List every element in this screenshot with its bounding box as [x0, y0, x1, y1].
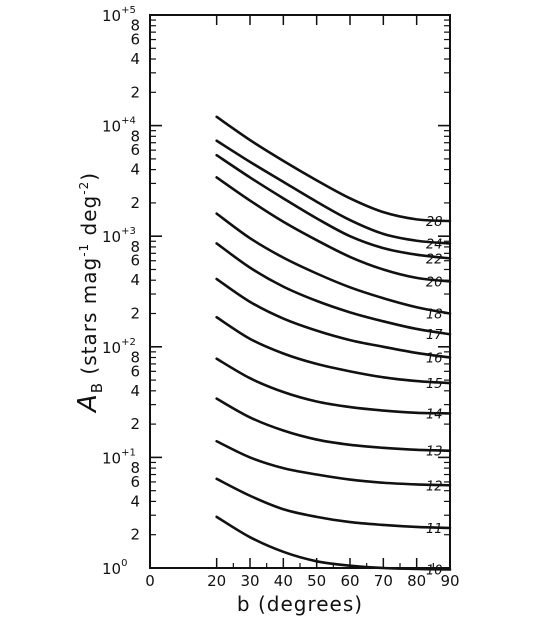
y-minor-tick-label: 6 [130, 473, 140, 491]
curve-label-15: 15 [426, 377, 443, 392]
curves-group [215, 115, 452, 571]
y-minor-tick-label: 6 [130, 252, 140, 270]
curve-mag-10 [215, 515, 452, 571]
curve-label-28: 28 [426, 215, 443, 230]
x-tick-label: 20 [207, 572, 226, 590]
x-tick-label: 60 [340, 572, 359, 590]
y-major-tick-label: 10+2 [102, 337, 136, 357]
curve-mag-22 [215, 153, 452, 260]
y-axis-close: ) [77, 172, 101, 181]
x-axis-title: b (degrees) [237, 592, 363, 616]
curve-mag-24 [215, 139, 452, 245]
y-minor-tick-label: 6 [130, 141, 140, 159]
svg-text:AB (stars mag-1 deg-2): AB (stars mag-1 deg-2) [73, 172, 106, 414]
y-minor-tick-label: 2 [130, 415, 140, 433]
x-tick-label: 30 [240, 572, 259, 590]
curve-label-20: 20 [426, 275, 443, 290]
x-tick-label: 80 [407, 572, 426, 590]
y-axis-exp1: -1 [77, 243, 91, 257]
curve-mag-28 [215, 115, 452, 223]
curve-label-24: 24 [426, 237, 443, 252]
curve-mag-18 [215, 212, 452, 315]
x-tick-label: 90 [440, 572, 459, 590]
curve-label-12: 12 [426, 479, 443, 494]
y-axis-ticks: 100246810+1246810+2246810+3246810+424681… [102, 5, 450, 578]
curve-label-17: 17 [426, 328, 443, 343]
y-minor-tick-label: 8 [130, 238, 140, 256]
y-minor-tick-label: 4 [130, 161, 140, 179]
y-minor-tick-label: 2 [130, 526, 140, 544]
x-axis-ticks: 0 20 30 40 50 60 70 80 90 [145, 15, 460, 590]
y-major-tick-label: 10+5 [102, 5, 136, 25]
y-axis-exp2: -2 [77, 181, 91, 195]
y-minor-tick-label: 8 [130, 17, 140, 35]
curve-label-18: 18 [426, 308, 443, 323]
y-axis-text: (stars mag [77, 257, 101, 375]
curve-mag-15 [215, 315, 452, 385]
y-minor-tick-label: 2 [130, 83, 140, 101]
curve-label-11: 11 [426, 522, 443, 537]
x-tick-label: 0 [145, 572, 155, 590]
curve-label-10: 10 [426, 563, 443, 578]
y-major-tick-label: 10+1 [102, 447, 136, 467]
y-major-tick-label: 100 [102, 558, 127, 578]
x-tick-label: 40 [274, 572, 293, 590]
y-minor-tick-label: 8 [130, 127, 140, 145]
y-axis-title: AB (stars mag-1 deg-2) [73, 172, 106, 414]
curve-label-13: 13 [426, 445, 443, 460]
curve-mag-12 [215, 439, 452, 487]
curve-label-16: 16 [426, 352, 443, 367]
y-major-tick-label: 10+4 [102, 116, 136, 136]
x-tick-label: 70 [374, 572, 393, 590]
y-minor-tick-label: 8 [130, 459, 140, 477]
y-minor-tick-label: 4 [130, 492, 140, 510]
curve-label-22: 22 [426, 252, 443, 267]
y-axis-subscript: B [88, 382, 106, 393]
y-axis-text2: deg [77, 195, 101, 236]
y-minor-tick-label: 6 [130, 362, 140, 380]
curve-mag-17 [215, 242, 452, 336]
curve-mag-14 [215, 357, 452, 415]
y-major-tick-label: 10+3 [102, 226, 136, 246]
y-minor-tick-label: 4 [130, 382, 140, 400]
y-minor-tick-label: 2 [130, 194, 140, 212]
curve-mag-20 [215, 176, 452, 283]
y-minor-tick-label: 4 [130, 50, 140, 68]
curve-label-14: 14 [426, 407, 443, 422]
y-minor-tick-label: 6 [130, 31, 140, 49]
curve-mag-16 [215, 277, 452, 359]
y-minor-tick-label: 2 [130, 305, 140, 323]
y-axis-symbol: A [73, 393, 103, 414]
y-minor-tick-label: 4 [130, 271, 140, 289]
x-tick-label: 50 [307, 572, 326, 590]
curve-mag-13 [215, 397, 452, 452]
curve-mag-11 [215, 477, 452, 530]
y-minor-tick-label: 8 [130, 349, 140, 367]
